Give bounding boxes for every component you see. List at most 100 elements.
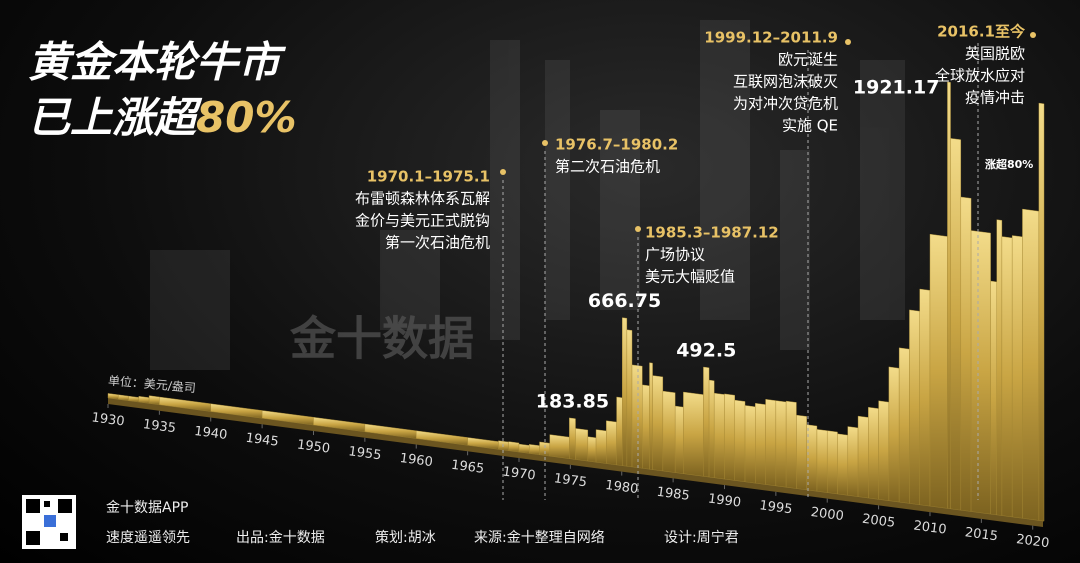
bar bbox=[508, 441, 520, 453]
source: 来源:金十整理自网络 bbox=[474, 530, 605, 546]
x-tick-label: 1975 bbox=[553, 471, 588, 490]
bar bbox=[714, 392, 725, 480]
bar bbox=[587, 436, 597, 463]
annotation-line: 布雷顿森林体系瓦解 bbox=[355, 190, 490, 208]
x-tick-label: 1990 bbox=[707, 492, 742, 511]
x-tick-label: 1980 bbox=[604, 478, 639, 497]
bar bbox=[703, 366, 710, 478]
bar bbox=[518, 443, 530, 454]
x-tick-label: 1965 bbox=[450, 458, 485, 477]
bar bbox=[616, 396, 623, 466]
x-tick-label: 1940 bbox=[193, 424, 228, 443]
value-label: 492.5 bbox=[676, 339, 736, 361]
value-label: 1921.17 bbox=[853, 76, 940, 98]
value-label: 666.75 bbox=[588, 290, 661, 312]
x-tick-label: 1935 bbox=[142, 417, 177, 436]
x-tick-label: 2005 bbox=[861, 512, 896, 531]
bar bbox=[575, 428, 589, 462]
bar bbox=[1038, 102, 1045, 522]
annotation-period: 1985.3–1987.12 bbox=[645, 224, 779, 242]
annotation-dot bbox=[500, 169, 506, 175]
annotation-period: 2016.1至今 bbox=[937, 23, 1025, 41]
annotation-dot bbox=[845, 39, 851, 45]
bar bbox=[785, 400, 797, 489]
bar bbox=[622, 317, 628, 467]
rise-label: 涨超80% bbox=[985, 157, 1033, 171]
annotation-line: 为对冲次贷危机 bbox=[733, 95, 838, 113]
bar bbox=[1011, 235, 1023, 519]
bar bbox=[498, 440, 509, 451]
bar bbox=[549, 434, 570, 459]
annotation-period: 1999.12–2011.9 bbox=[704, 29, 838, 47]
bar bbox=[950, 138, 962, 511]
x-tick-label: 2015 bbox=[964, 525, 999, 544]
bar bbox=[909, 309, 920, 506]
bar bbox=[1022, 208, 1040, 521]
subtitle: 已上涨超80% bbox=[28, 93, 297, 142]
bar bbox=[919, 288, 931, 507]
annotation-dot bbox=[1030, 32, 1036, 38]
annotation-line: 疫情冲击 bbox=[965, 89, 1025, 107]
bar bbox=[1001, 236, 1013, 518]
bar bbox=[837, 433, 848, 496]
x-tick-label: 1960 bbox=[399, 451, 434, 470]
bar bbox=[970, 230, 991, 515]
x-tick-label: 1970 bbox=[502, 464, 537, 483]
qr-code bbox=[22, 495, 76, 549]
bar bbox=[796, 414, 807, 491]
bar bbox=[642, 384, 650, 470]
skyline bbox=[150, 20, 905, 370]
annotation-line: 第二次石油危机 bbox=[555, 158, 660, 176]
title: 黄金本轮牛市 bbox=[28, 38, 287, 87]
bar bbox=[898, 347, 910, 504]
annotation-line: 英国脱欧 bbox=[965, 45, 1025, 63]
bar bbox=[947, 81, 951, 510]
designer: 设计:周宁君 bbox=[664, 529, 739, 546]
bar bbox=[878, 400, 890, 501]
annotation-period: 1976.7–1980.2 bbox=[555, 136, 678, 154]
bar bbox=[847, 426, 859, 497]
bar bbox=[724, 393, 735, 481]
bar bbox=[606, 420, 617, 466]
bar bbox=[990, 280, 997, 516]
value-label: 183.85 bbox=[536, 390, 609, 412]
x-tick-label: 2020 bbox=[1015, 532, 1050, 551]
bar bbox=[755, 403, 766, 485]
bar bbox=[806, 424, 818, 492]
annotation-line: 第一次石油危机 bbox=[385, 234, 490, 252]
x-tick-label: 1930 bbox=[91, 410, 126, 429]
bar bbox=[683, 391, 704, 477]
bar bbox=[148, 395, 160, 405]
x-tick-label: 1995 bbox=[758, 498, 793, 517]
watermark: 金十数据 bbox=[289, 312, 474, 366]
bar bbox=[734, 399, 746, 483]
annotation-dot bbox=[635, 226, 641, 232]
bar bbox=[816, 429, 828, 493]
bar bbox=[744, 405, 756, 484]
x-tick-label: 2010 bbox=[913, 519, 948, 538]
bar bbox=[674, 405, 684, 474]
annotation-line: 欧元诞生 bbox=[778, 51, 838, 69]
annotation-period: 1970.1–1975.1 bbox=[367, 168, 490, 186]
floor bbox=[108, 398, 1043, 527]
annotation-line: 美元大幅贬值 bbox=[645, 268, 735, 286]
annotation-line: 互联网泡沫破灭 bbox=[733, 73, 838, 91]
bar bbox=[775, 400, 787, 488]
bar bbox=[765, 399, 777, 487]
x-tick-label: 1950 bbox=[296, 437, 331, 456]
bar bbox=[652, 375, 664, 472]
x-tick-label: 1955 bbox=[347, 444, 382, 463]
bar bbox=[595, 429, 607, 464]
x-tick-label: 1985 bbox=[656, 485, 691, 504]
bar bbox=[138, 396, 150, 404]
bar bbox=[649, 362, 653, 470]
bar bbox=[662, 390, 676, 473]
producer: 出品:金十数据 bbox=[236, 530, 325, 546]
x-tick-label: 1945 bbox=[245, 431, 280, 450]
bar bbox=[868, 406, 879, 500]
bar bbox=[827, 430, 838, 495]
x-tick-label: 2000 bbox=[810, 505, 845, 524]
bar bbox=[708, 379, 715, 478]
